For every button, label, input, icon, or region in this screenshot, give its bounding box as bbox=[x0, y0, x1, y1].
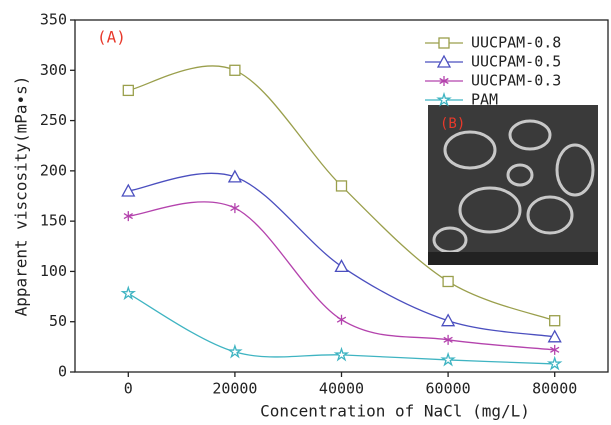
y-tick-label: 250 bbox=[40, 111, 67, 129]
data-point bbox=[336, 314, 347, 325]
data-point bbox=[549, 315, 561, 327]
y-tick-label: 200 bbox=[40, 161, 67, 179]
data-point bbox=[121, 183, 136, 197]
data-point bbox=[122, 84, 134, 97]
legend-label: PAM bbox=[471, 91, 498, 109]
inset-image: (B) bbox=[428, 105, 598, 265]
x-tick-label: 0 bbox=[124, 380, 133, 398]
data-point bbox=[120, 285, 137, 301]
data-point bbox=[334, 259, 349, 273]
x-axis-label: Concentration of NaCl (mg/L) bbox=[260, 402, 530, 421]
y-tick-label: 150 bbox=[40, 212, 67, 230]
panel-label: (A) bbox=[97, 28, 126, 47]
data-point bbox=[442, 275, 454, 288]
data-point bbox=[229, 64, 241, 76]
x-tick-label: 40000 bbox=[319, 380, 364, 398]
legend-marker bbox=[439, 76, 449, 86]
sem-info-bar bbox=[428, 252, 598, 265]
x-tick-label: 60000 bbox=[426, 380, 471, 398]
y-tick-label: 100 bbox=[40, 262, 67, 280]
legend-marker bbox=[436, 91, 452, 107]
x-tick-label: 80000 bbox=[532, 380, 577, 398]
sem-fibers bbox=[432, 119, 595, 254]
data-point bbox=[550, 344, 560, 355]
legend-label: UUCPAM-0.3 bbox=[471, 72, 561, 90]
y-tick-label: 300 bbox=[40, 61, 67, 79]
data-point bbox=[227, 343, 243, 359]
x-tick-label: 20000 bbox=[212, 380, 257, 398]
data-point bbox=[335, 180, 348, 192]
legend-label: UUCPAM-0.8 bbox=[471, 34, 561, 52]
data-point bbox=[333, 346, 350, 362]
inset-label: (B) bbox=[440, 116, 465, 132]
data-point bbox=[443, 334, 453, 345]
y-tick-label: 350 bbox=[40, 11, 67, 29]
data-point bbox=[547, 329, 562, 343]
legend-label: UUCPAM-0.5 bbox=[471, 53, 561, 71]
data-point bbox=[123, 211, 133, 222]
data-point bbox=[441, 313, 456, 327]
data-point bbox=[227, 169, 242, 183]
y-axis-label: Apparent viscosity(mPa•s) bbox=[12, 76, 31, 317]
legend-marker bbox=[436, 54, 452, 68]
sem-photo bbox=[428, 105, 598, 265]
data-point bbox=[230, 203, 240, 214]
y-tick-label: 50 bbox=[49, 312, 67, 330]
data-point bbox=[440, 351, 456, 367]
data-point bbox=[546, 355, 563, 371]
y-tick-label: 0 bbox=[58, 363, 67, 381]
legend-marker bbox=[438, 37, 450, 49]
